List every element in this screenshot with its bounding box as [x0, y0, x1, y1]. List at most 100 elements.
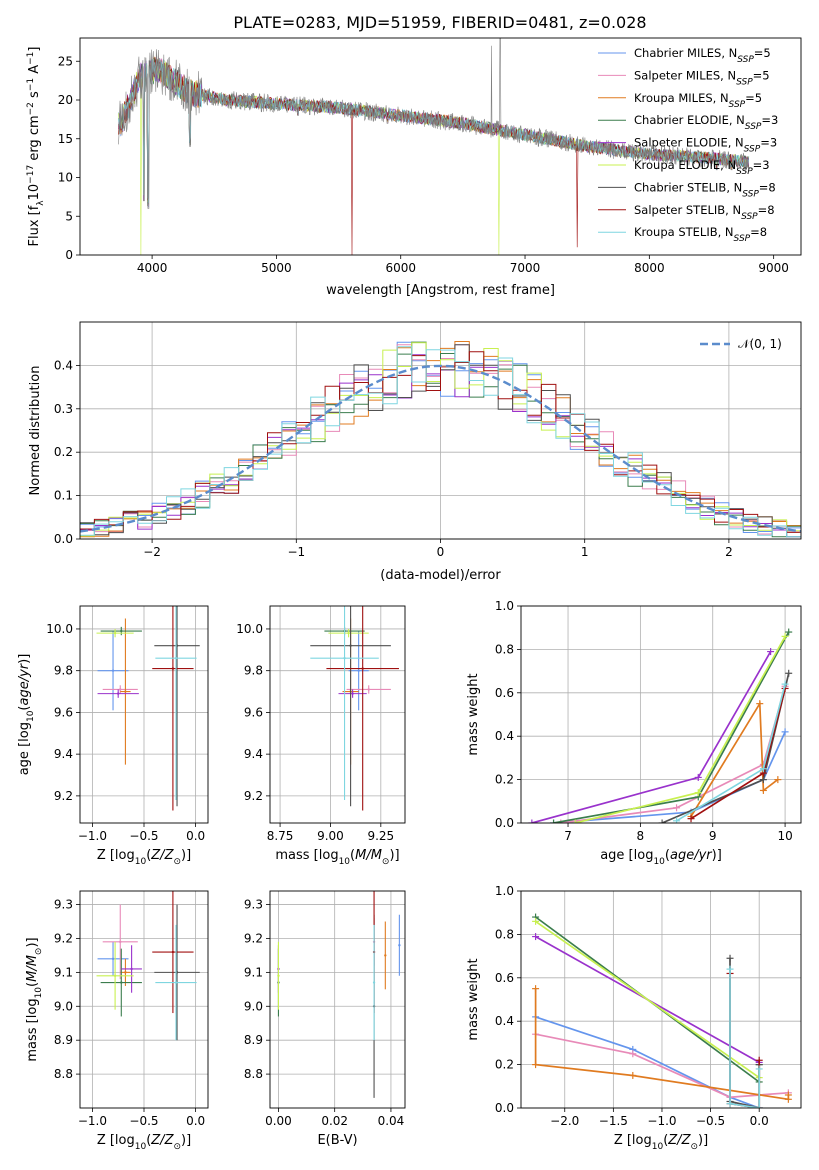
label-part: 10 — [339, 857, 351, 867]
label-part: ( — [665, 848, 670, 863]
y-tick-label: 9.3 — [54, 898, 73, 912]
label-part: λ — [36, 200, 46, 206]
label-part: Z [log — [97, 848, 135, 863]
normal-reference-curve — [80, 364, 801, 533]
x-tick-label: 9000 — [758, 261, 789, 275]
data-point — [119, 688, 122, 691]
legend-label: Salpeter ELODIE, NSSP=3 — [634, 136, 777, 155]
x-tick-label: 0.0 — [186, 1114, 205, 1128]
data-point — [116, 692, 120, 695]
plot-content — [118, 38, 750, 255]
y-tick-label: 0.0 — [495, 816, 514, 830]
label-part: Kroupa ELODIE, N — [634, 158, 736, 172]
axes-ticks: 7 8 9 10 0.0 0.2 0.4 0.6 0.8 1.0 — [495, 599, 793, 843]
legend-label: Chabrier ELODIE, NSSP=3 — [634, 113, 778, 132]
data-point — [171, 667, 175, 670]
data-point — [113, 631, 117, 635]
label-part: )] — [181, 848, 191, 863]
x-tick-label: 9 — [709, 829, 717, 843]
label-part: =8 — [750, 225, 767, 239]
y-tick-label: 9.8 — [54, 664, 73, 678]
plot-age_vs_Z: −1.0 −0.5 0.09.29.49.69.810.0Z [log10(Z/Z⊙… — [17, 605, 209, 867]
label-part: SSP — [741, 212, 758, 222]
x-tick-label: 1 — [581, 545, 589, 559]
x-tick-label: −2 — [143, 545, 161, 559]
label-part: =5 — [745, 91, 762, 105]
y-tick-label: 0.0 — [54, 532, 73, 546]
x-tick-label: −1 — [287, 545, 305, 559]
label-part: mass [log — [25, 998, 40, 1061]
page-title: PLATE=0283, MJD=51959, FIBERID=0481, z=0… — [233, 13, 646, 32]
y-tick-label: 0.4 — [495, 729, 514, 743]
label-part: A — [27, 65, 42, 78]
data-point — [349, 644, 352, 647]
label-part: ( — [146, 1133, 151, 1148]
plot-spectrum: 4000 5000 6000 7000 8000 9000 0 5 10 15 20 25 wavele… — [26, 37, 802, 298]
y-axis-label: Flux [fλ10−17 erg cm−2 s−1 A−1] — [26, 47, 46, 247]
label-part: ( — [350, 848, 355, 863]
y-tick-label: 9.1 — [244, 965, 263, 979]
y-tick-label: 9.2 — [54, 931, 73, 945]
data-point — [372, 981, 376, 984]
data-point — [357, 669, 360, 672]
spectrum-data-line — [118, 38, 749, 209]
legend-label: Salpeter MILES, NSSP=5 — [634, 68, 770, 87]
label-part: mass [log — [275, 848, 338, 863]
x-axis-label: age [log10(age/yr)] — [600, 848, 722, 867]
label-part: ( — [146, 848, 151, 863]
label-part: M/M — [355, 848, 382, 863]
axes-frame — [520, 605, 802, 824]
y-tick-label: 1.0 — [495, 599, 514, 613]
x-tick-label: 8 — [637, 829, 645, 843]
plot-content — [96, 606, 200, 811]
x-tick-label: 5000 — [261, 261, 292, 275]
y-tick-label: 0.4 — [495, 1014, 514, 1028]
data-point — [120, 629, 123, 633]
x-axis-label: Z [log10(Z/Z⊙)] — [97, 848, 191, 867]
label-part: −17 — [26, 165, 36, 184]
label-part: 10 — [26, 710, 36, 722]
plot-content — [310, 606, 399, 811]
y-tick-label: 8.9 — [244, 1033, 263, 1047]
plot-mass_vs_EBV: 0.00 0.02 0.04 8.8 8.9 9.0 9.1 9.2 9.3 E(B-V) — [244, 890, 406, 1148]
y-tick-label: 5 — [65, 209, 73, 223]
label-part: Flux [f — [27, 205, 42, 246]
x-tick-label: 8.75 — [267, 829, 294, 843]
y-tick-label: 0.2 — [495, 773, 514, 787]
y-tick-label: 1.0 — [495, 884, 514, 898]
label-part: 10 — [135, 1142, 147, 1152]
y-tick-label: 0.8 — [495, 642, 514, 656]
y-tick-label: 0.3 — [54, 402, 73, 416]
data-point — [119, 940, 122, 944]
label-part: Salpeter ELODIE, N — [634, 136, 744, 150]
plot-mass_vs_Z: −1.0 −0.5 0.08.88.99.09.19.29.3Z [log10(Z/… — [25, 890, 209, 1152]
y-tick-label: 0.8 — [495, 927, 514, 941]
axes-ticks: −2.0 −1.5 −1.0 −0.5 0.0 0.0 0.2 0.4 0.6 0.8 1.0 — [495, 884, 769, 1128]
plots: 4000 5000 6000 7000 8000 90000510152025wavele… — [17, 37, 802, 1152]
plot-age_vs_mass: 8.75 9.00 9.25 9.2 9.4 9.6 9.8 10.0 mass [log10(… — [236, 605, 406, 867]
data-point — [113, 974, 117, 977]
label-part: −1 — [26, 52, 36, 65]
axes-frame — [520, 890, 802, 1109]
plot-weight_vs_Z: −2.0 −1.5 −1.0 −0.5 0.0 0.0 0.2 0.4 0.6 0.8 1.0 Z [… — [466, 884, 802, 1152]
label-part: SSP — [742, 189, 759, 199]
label-part: 10 — [653, 857, 665, 867]
y-tick-label: 9.6 — [244, 705, 263, 719]
spectrum-model-line — [118, 58, 750, 203]
label-part: Chabrier STELIB, N — [634, 180, 742, 194]
data-point — [111, 669, 115, 672]
axes-frame — [79, 321, 802, 540]
y-axis-label: mass [log10(M/M⊙)] — [25, 937, 44, 1061]
plot-residuals: −2 −1 0 1 2 0.0 0.1 0.2 0.3 0.4 (data-model)/error… — [28, 321, 802, 583]
x-tick-label: −1.5 — [599, 1114, 628, 1128]
x-tick-label: 6000 — [385, 261, 416, 275]
histogram-step — [80, 346, 801, 538]
label-part: Salpeter MILES, N — [634, 68, 736, 82]
label-part: age [log — [600, 848, 653, 863]
data-point — [343, 656, 346, 660]
data-point — [124, 971, 127, 974]
y-tick-label: 9.4 — [54, 747, 73, 761]
data-point — [124, 690, 127, 693]
